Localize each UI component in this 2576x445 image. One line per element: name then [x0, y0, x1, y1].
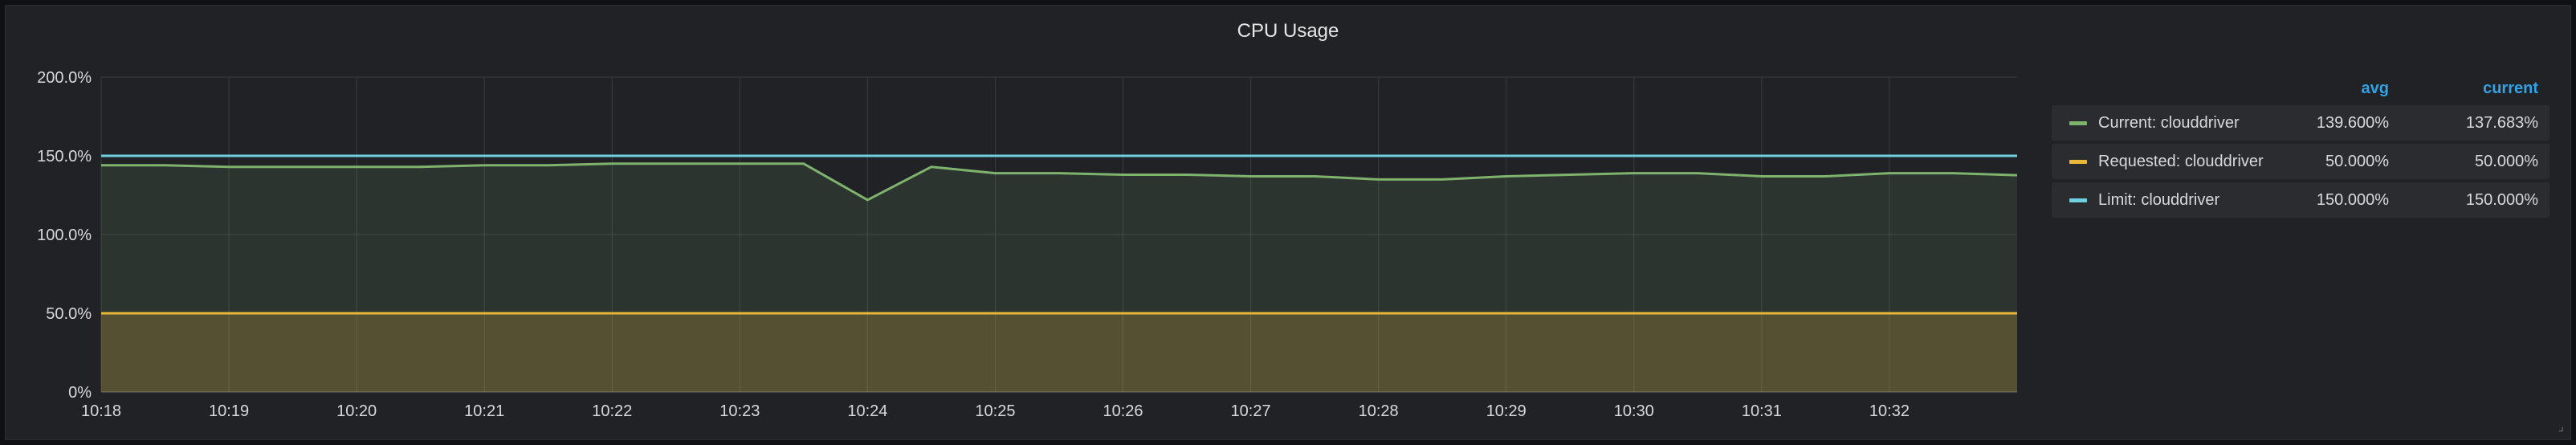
- x-tick-label: 10:26: [1103, 402, 1143, 420]
- x-tick-label: 10:23: [719, 402, 760, 420]
- y-tick-label: 200.0%: [37, 69, 92, 87]
- cpu-usage-chart[interactable]: 0% 50.0% 100.0% 150.0% 200.0% 10:18 10:19 10:2…: [6, 6, 2029, 441]
- legend-item-current-value: 50.000%: [2475, 153, 2538, 170]
- panel-resize-handle-icon[interactable]: ⌟: [2558, 420, 2565, 434]
- x-tick-label: 10:19: [209, 402, 249, 420]
- legend-item-avg: 139.600%: [2316, 114, 2389, 132]
- series-color-swatch[interactable]: [2069, 121, 2087, 125]
- x-tick-label: 10:30: [1614, 402, 1654, 420]
- legend-item-label[interactable]: Requested: clouddriver: [2098, 153, 2264, 170]
- y-tick-label: 0%: [68, 384, 92, 402]
- series-color-swatch[interactable]: [2069, 160, 2087, 164]
- legend-item-current[interactable]: Current: clouddriver 139.600% 137.683%: [2052, 105, 2550, 141]
- legend-item-requested[interactable]: Requested: clouddriver 50.000% 50.000%: [2052, 144, 2550, 179]
- series-line: [101, 162, 2018, 202]
- x-tick-label: 10:32: [1869, 402, 1910, 420]
- legend-current-header[interactable]: current: [2483, 80, 2538, 97]
- legend-item-limit[interactable]: Limit: clouddriver 150.000% 150.000%: [2052, 182, 2550, 218]
- x-tick-label: 10:31: [1742, 402, 1782, 420]
- legend-item-label[interactable]: Current: clouddriver: [2098, 114, 2240, 132]
- legend-avg-header[interactable]: avg: [2361, 80, 2389, 97]
- x-tick-label: 10:24: [847, 402, 887, 420]
- legend-item-current-value: 150.000%: [2465, 191, 2538, 209]
- panel-title[interactable]: CPU Usage: [1237, 20, 1339, 42]
- y-tick-label: 50.0%: [46, 305, 92, 323]
- y-tick-label: 100.0%: [37, 227, 92, 244]
- cpu-usage-panel: CPU Usage 0% 50.0% 100.0% 150.0% 200.0% 10:1…: [5, 5, 2571, 440]
- x-tick-label: 10:28: [1359, 402, 1399, 420]
- chart-legend: avg current Current: clouddriver 139.600…: [2052, 76, 2550, 221]
- x-tick-label: 10:18: [81, 402, 121, 420]
- legend-item-current-value: 137.683%: [2465, 114, 2538, 132]
- x-tick-label: 10:21: [464, 402, 504, 420]
- series-area: [101, 163, 2017, 393]
- legend-header: avg current: [2052, 76, 2550, 105]
- legend-item-avg: 50.000%: [2325, 153, 2389, 170]
- x-tick-label: 10:20: [336, 402, 377, 420]
- x-tick-label: 10:29: [1486, 402, 1526, 420]
- x-tick-label: 10:22: [592, 402, 632, 420]
- legend-item-label[interactable]: Limit: clouddriver: [2098, 191, 2220, 209]
- series-area: [101, 313, 2017, 392]
- x-tick-label: 10:27: [1231, 402, 1271, 420]
- x-tick-label: 10:25: [975, 402, 1015, 420]
- series-color-swatch[interactable]: [2069, 198, 2087, 202]
- y-tick-label: 150.0%: [37, 148, 92, 165]
- legend-item-avg: 150.000%: [2316, 191, 2389, 209]
